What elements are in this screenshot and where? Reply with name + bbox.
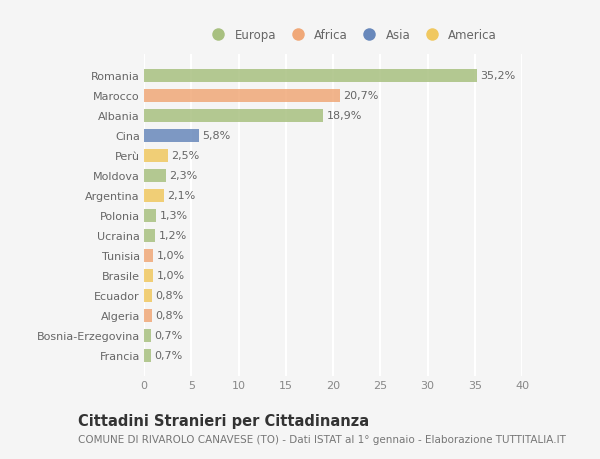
Text: 0,8%: 0,8% (155, 310, 184, 320)
Bar (144, 209, 156, 222)
Text: 0,8%: 0,8% (155, 291, 184, 301)
Bar (144, 269, 154, 282)
Bar (144, 249, 154, 262)
Bar (144, 289, 152, 302)
Bar (144, 110, 323, 123)
Text: 1,0%: 1,0% (157, 270, 185, 280)
Text: 1,2%: 1,2% (159, 231, 187, 241)
Text: 0,7%: 0,7% (154, 330, 182, 340)
Bar (144, 90, 340, 102)
Bar (144, 309, 152, 322)
Text: 2,3%: 2,3% (170, 171, 198, 181)
Bar (144, 329, 151, 342)
Text: 2,1%: 2,1% (167, 191, 196, 201)
Text: 18,9%: 18,9% (326, 111, 362, 121)
Text: 2,5%: 2,5% (172, 151, 200, 161)
Legend: Europa, Africa, Asia, America: Europa, Africa, Asia, America (206, 29, 497, 42)
Bar (144, 169, 166, 182)
Text: 20,7%: 20,7% (343, 91, 379, 101)
Bar (144, 70, 476, 83)
Text: 1,3%: 1,3% (160, 211, 188, 221)
Bar (144, 229, 155, 242)
Text: 5,8%: 5,8% (203, 131, 231, 141)
Text: Cittadini Stranieri per Cittadinanza: Cittadini Stranieri per Cittadinanza (78, 413, 369, 428)
Text: COMUNE DI RIVAROLO CANAVESE (TO) - Dati ISTAT al 1° gennaio - Elaborazione TUTTI: COMUNE DI RIVAROLO CANAVESE (TO) - Dati … (78, 434, 566, 444)
Text: 1,0%: 1,0% (157, 251, 185, 261)
Bar (144, 189, 164, 202)
Bar (144, 150, 167, 162)
Bar (144, 129, 199, 142)
Text: 0,7%: 0,7% (154, 350, 182, 360)
Text: 35,2%: 35,2% (481, 71, 515, 81)
Bar (144, 349, 151, 362)
